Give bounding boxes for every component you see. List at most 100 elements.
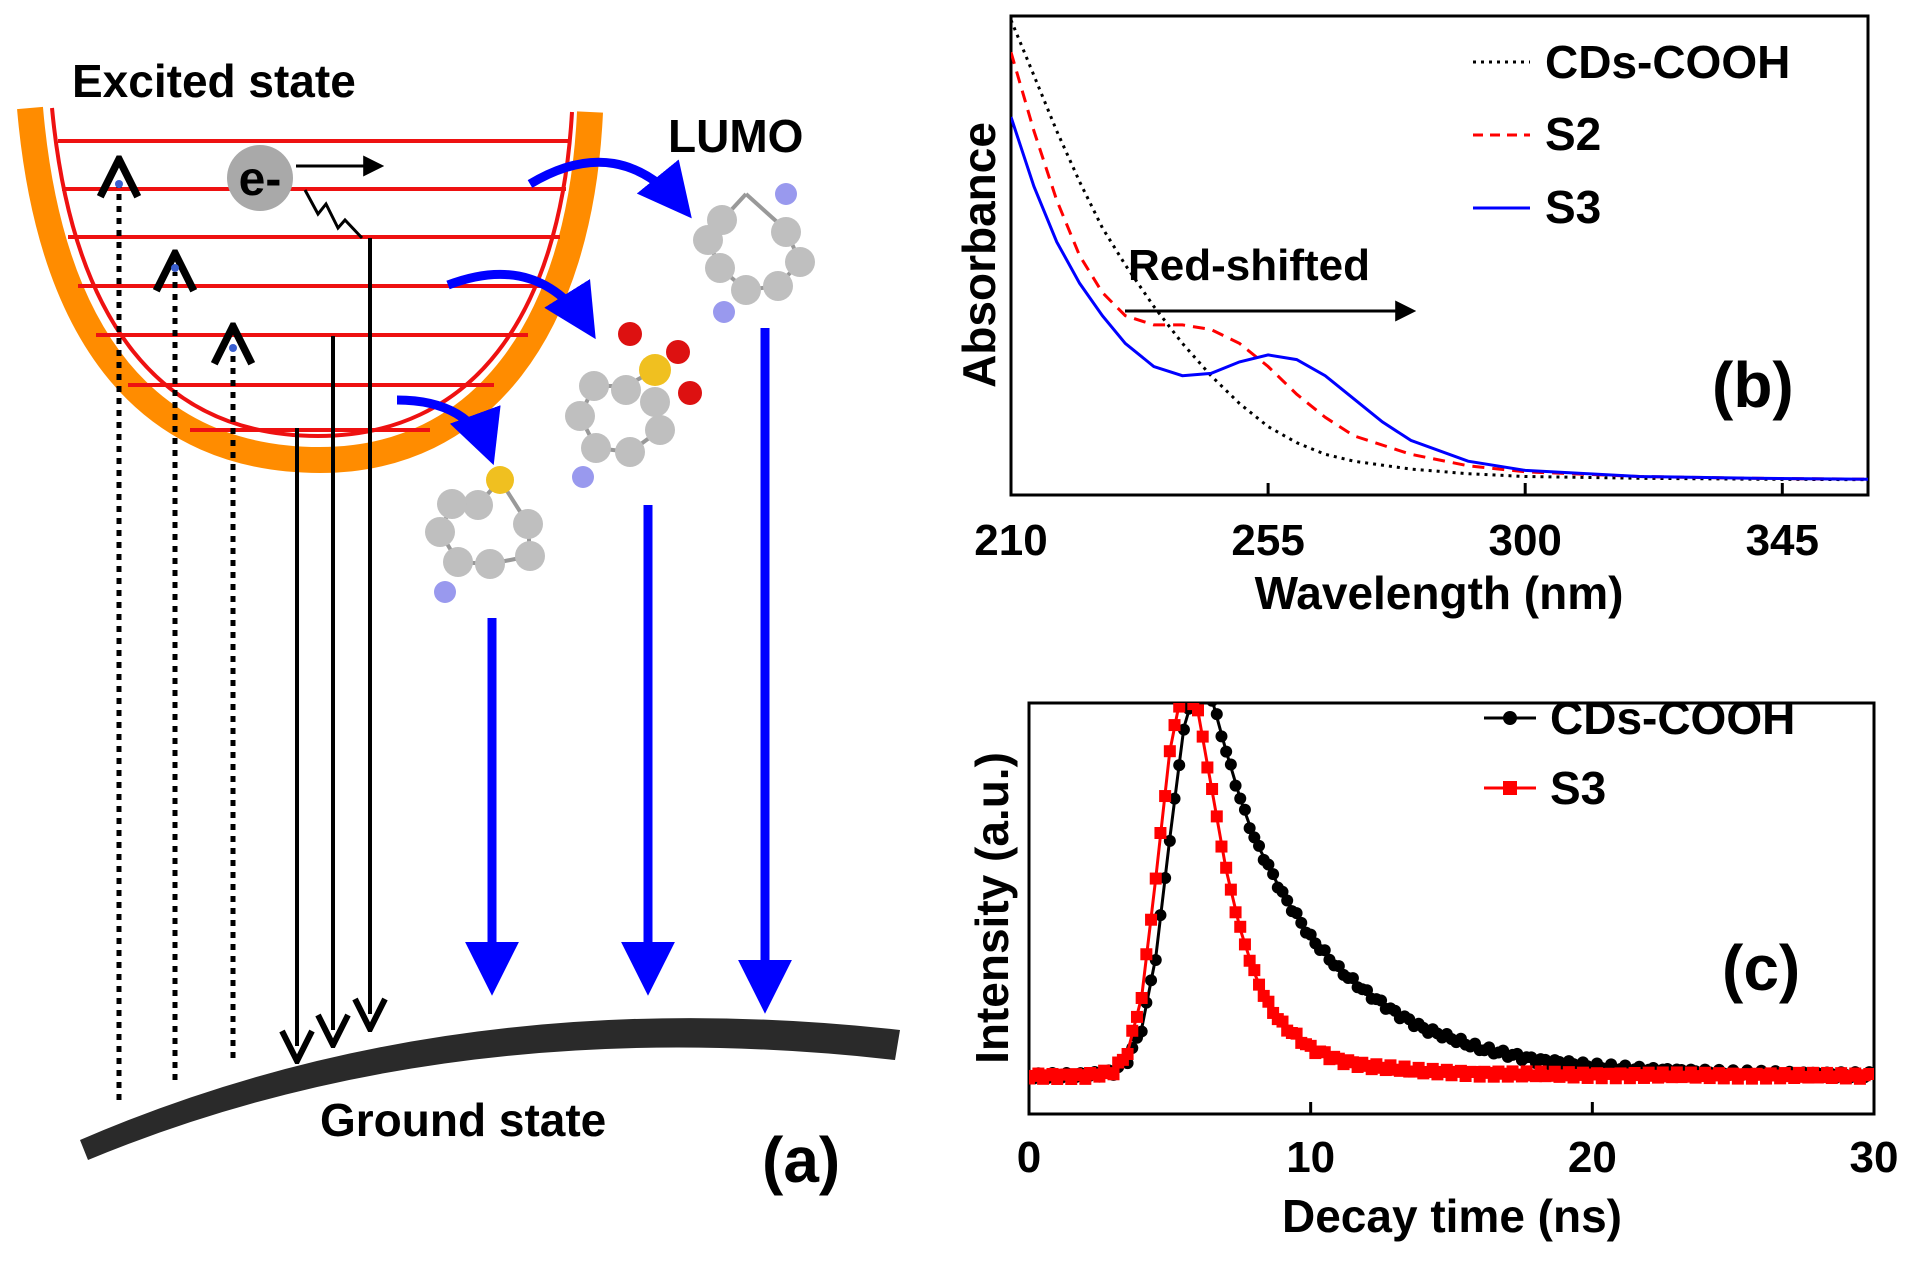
acceptor-emission-arrows xyxy=(465,328,792,1014)
panel-b-series xyxy=(1011,19,1868,482)
point-c-s3 xyxy=(1863,1067,1874,1080)
xtick-label-b-255: 255 xyxy=(1231,516,1304,565)
panel-c-ticks: 0 10 20 30 xyxy=(1017,1102,1899,1182)
series-line-b-s3 xyxy=(1011,116,1868,481)
ground-state-curve xyxy=(80,1018,900,1160)
point-c-cds-cooh xyxy=(1135,1025,1148,1038)
point-c-cds-cooh xyxy=(1234,792,1247,805)
point-c-cds-cooh xyxy=(1290,907,1303,920)
point-c-cds-cooh xyxy=(1262,858,1275,871)
point-c-cds-cooh xyxy=(1238,803,1251,816)
transfer-arrows xyxy=(396,157,692,466)
panel-c-chart: 0 10 20 30 Intensity (a.u.) Decay time (ns)… xyxy=(966,676,1899,1242)
panel-c-tag: (c) xyxy=(1722,932,1800,1004)
xtick-label-b-300: 300 xyxy=(1488,516,1561,565)
series-line-b-s2 xyxy=(1011,51,1868,481)
point-c-cds-cooh xyxy=(1149,953,1162,966)
point-c-s3 xyxy=(1183,683,1195,695)
point-c-cds-cooh xyxy=(1281,894,1294,907)
point-c-s3 xyxy=(1159,790,1172,803)
point-c-cds-cooh xyxy=(1253,839,1266,852)
electron: e- xyxy=(227,145,293,211)
lumo-label: LUMO xyxy=(668,110,803,162)
relaxation-zigzag xyxy=(303,189,364,240)
point-c-cds-cooh xyxy=(1177,723,1190,736)
point-c-cds-cooh xyxy=(1197,678,1209,690)
panel-b-tag: (b) xyxy=(1712,349,1794,421)
point-c-s3 xyxy=(1229,906,1242,919)
ground-state-label: Ground state xyxy=(320,1094,606,1146)
point-c-cds-cooh xyxy=(1243,822,1256,835)
panel-a-tag: (a) xyxy=(762,1124,840,1196)
excitation-dots xyxy=(115,180,237,352)
point-c-s3 xyxy=(1126,1024,1139,1037)
point-c-cds-cooh xyxy=(1295,916,1308,929)
point-c-s3 xyxy=(1140,948,1153,961)
point-c-s3 xyxy=(1238,938,1251,951)
molecule-thiophenol-amine xyxy=(425,466,545,603)
point-c-s3 xyxy=(1149,872,1162,885)
point-c-s3 xyxy=(1145,913,1158,926)
point-c-cds-cooh xyxy=(1346,972,1359,985)
point-c-cds-cooh xyxy=(1206,703,1218,707)
legend-label-cdscooh-b: CDs-COOH xyxy=(1545,36,1790,88)
point-c-s3 xyxy=(1107,1068,1120,1081)
point-c-cds-cooh xyxy=(1192,703,1195,704)
point-c-s3 xyxy=(1173,703,1186,713)
panel-c-ylabel: Intensity (a.u.) xyxy=(966,752,1018,1064)
excited-state-label: Excited state xyxy=(72,55,356,107)
energy-levels xyxy=(58,139,570,432)
point-c-s3 xyxy=(1276,1015,1289,1028)
panel-b-frame xyxy=(1009,14,1870,497)
point-c-s3 xyxy=(1163,745,1176,758)
point-c-s3 xyxy=(1224,883,1237,896)
panel-c-xlabel: Decay time (ns) xyxy=(1282,1190,1622,1242)
panel-b-ylabel: Absorbance xyxy=(953,122,1005,388)
point-c-s3 xyxy=(1210,810,1223,823)
panel-a-diagram: e- xyxy=(17,55,900,1196)
legend-label-s3-b: S3 xyxy=(1545,181,1601,233)
emission-arrows xyxy=(297,238,370,1046)
point-c-s3 xyxy=(1192,704,1204,717)
point-c-cds-cooh xyxy=(1215,730,1228,743)
point-c-s3 xyxy=(1168,719,1181,732)
point-c-s3 xyxy=(1243,954,1256,967)
legend-marker-s3-c xyxy=(1503,781,1517,795)
point-c-s3 xyxy=(1234,920,1247,933)
point-c-s3 xyxy=(1201,761,1214,774)
panel-c-series xyxy=(1029,676,1874,1085)
point-c-s3 xyxy=(1220,861,1233,874)
point-c-s3 xyxy=(1290,1027,1303,1040)
point-c-s3 xyxy=(1130,1010,1143,1023)
point-c-s3 xyxy=(1196,730,1209,743)
point-c-cds-cooh xyxy=(1267,868,1280,881)
point-c-cds-cooh xyxy=(1154,909,1167,922)
point-c-s3 xyxy=(1135,991,1148,1004)
point-c-cds-cooh xyxy=(1201,689,1213,701)
electron-label: e- xyxy=(239,153,282,206)
xtick-label-b-210: 210 xyxy=(974,516,1047,565)
point-c-cds-cooh xyxy=(1192,676,1204,688)
point-c-cds-cooh xyxy=(1210,708,1223,721)
legend-marker-cdscooh-c xyxy=(1503,711,1517,725)
point-c-cds-cooh xyxy=(1145,974,1158,987)
panel-c-frame xyxy=(1027,701,1876,1116)
xtick-label-c-0: 0 xyxy=(1017,1133,1041,1182)
point-c-cds-cooh xyxy=(1163,834,1176,847)
panel-b-xlabel: Wavelength (nm) xyxy=(1255,567,1624,619)
red-shift-annotation: Red-shifted xyxy=(1128,241,1370,290)
legend-label-cdscooh-c: CDs-COOH xyxy=(1550,692,1795,744)
point-c-cds-cooh xyxy=(1332,960,1345,973)
point-c-s3 xyxy=(1154,827,1167,840)
series-line-b-cds-cooh xyxy=(1011,19,1868,482)
legend-label-s2: S2 xyxy=(1545,108,1601,160)
point-c-cds-cooh xyxy=(1173,759,1186,772)
xtick-label-b-345: 345 xyxy=(1746,516,1819,565)
point-c-s3 xyxy=(1262,995,1275,1008)
molecule-diamine xyxy=(693,183,815,323)
xtick-label-c-30: 30 xyxy=(1850,1133,1899,1182)
point-c-cds-cooh xyxy=(1318,944,1331,957)
xtick-label-c-10: 10 xyxy=(1286,1133,1335,1182)
xtick-label-c-20: 20 xyxy=(1568,1133,1617,1182)
